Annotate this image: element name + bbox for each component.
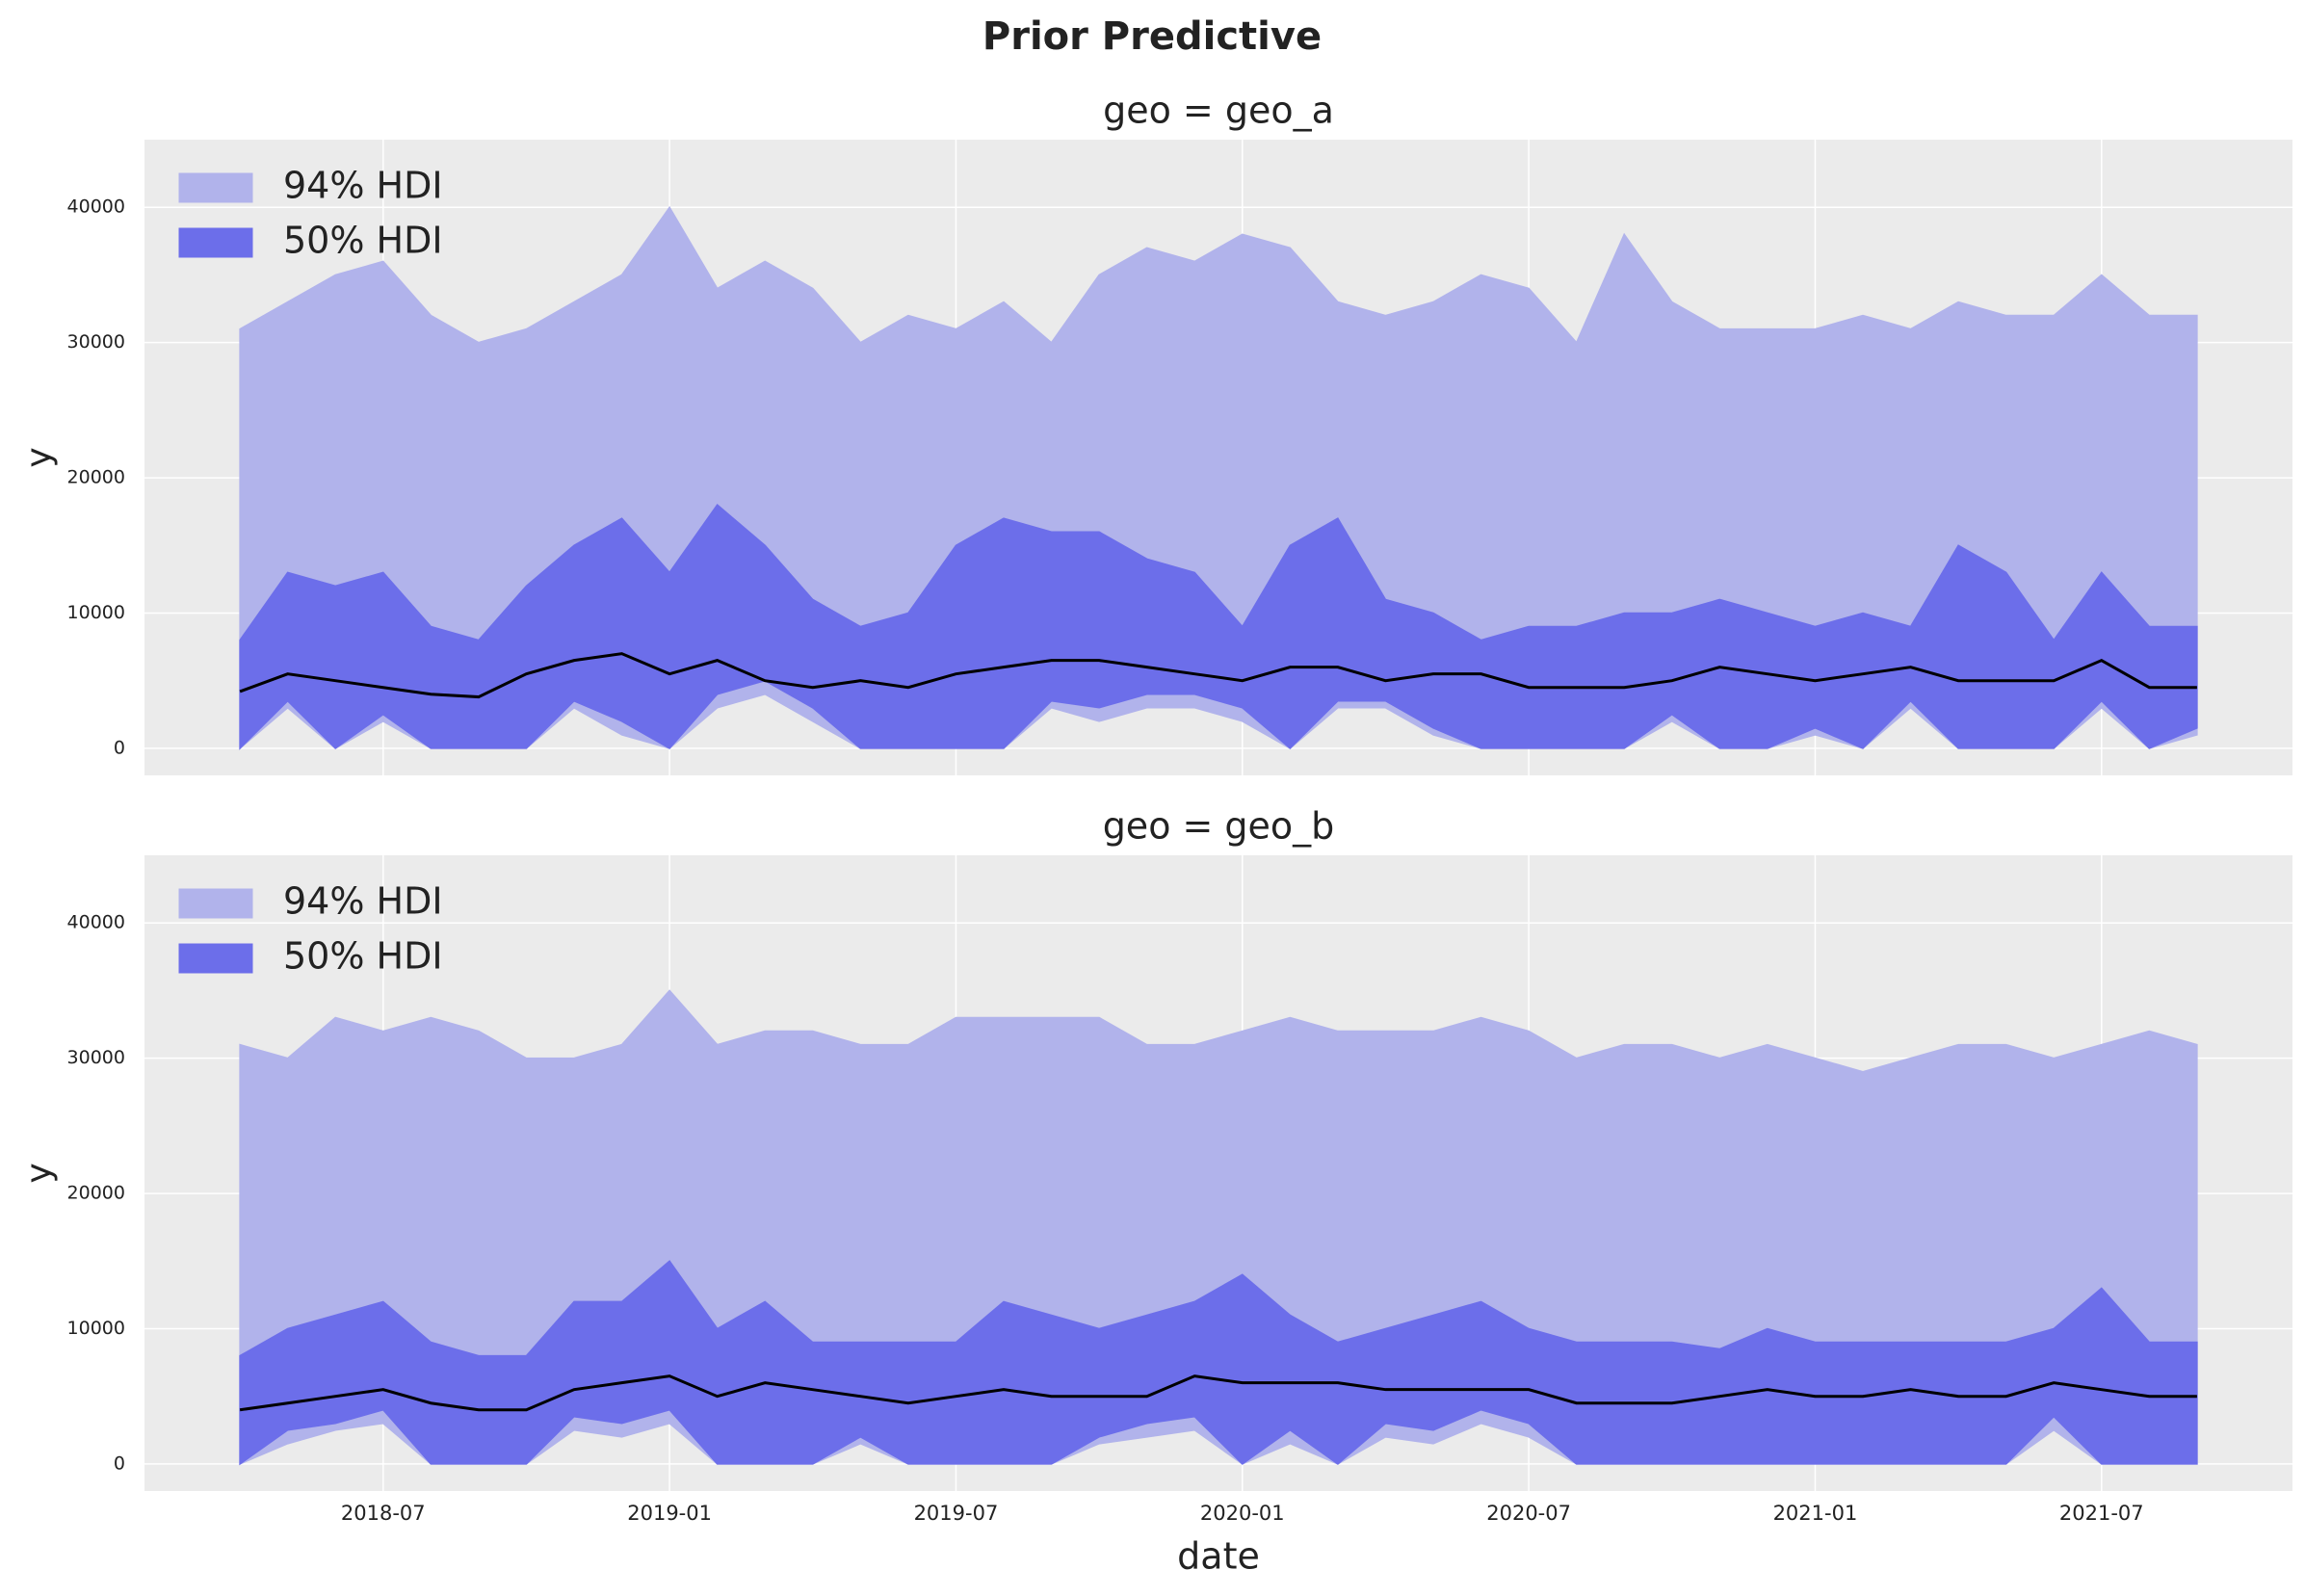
y-axis-label: y [19,447,59,467]
y-tick-label: 10000 [67,602,125,623]
legend-label: 94% HDI [283,880,443,923]
y-tick-label: 0 [114,737,125,758]
x-tick-label: 2019-01 [627,1502,712,1525]
subplot-title: geo = geo_a [1103,90,1334,132]
x-tick-label: 2018-07 [341,1502,426,1525]
hdi-band [239,504,2198,750]
y-tick-label: 0 [114,1452,125,1474]
y-tick-label: 20000 [67,467,125,488]
legend-label: 50% HDI [283,935,443,978]
y-tick-label: 40000 [67,196,125,218]
legend-label: 50% HDI [283,220,443,262]
x-tick-label: 2019-07 [914,1502,999,1525]
y-tick-label: 30000 [67,331,125,353]
x-tick-label: 2020-01 [1200,1502,1285,1525]
hdi-band [239,1260,2198,1466]
mean-line [239,652,2197,699]
legend-swatch [178,172,253,203]
subplot-title: geo = geo_b [1103,805,1335,848]
x-axis-label: date [1177,1535,1260,1578]
y-tick-label: 20000 [67,1183,125,1204]
legend-swatch [178,227,253,258]
x-tick-label: 2020-07 [1486,1502,1571,1525]
figure-title: Prior Predictive [982,14,1322,59]
legend-swatch [178,943,253,974]
y-tick-label: 30000 [67,1047,125,1068]
mean-line [239,1374,2197,1412]
x-tick-label: 2021-01 [1773,1502,1858,1525]
y-tick-label: 40000 [67,912,125,933]
y-tick-label: 10000 [67,1318,125,1339]
legend-swatch [178,888,253,919]
x-tick-label: 2021-07 [2059,1502,2144,1525]
legend-label: 94% HDI [283,165,443,207]
y-axis-label: y [19,1163,59,1183]
